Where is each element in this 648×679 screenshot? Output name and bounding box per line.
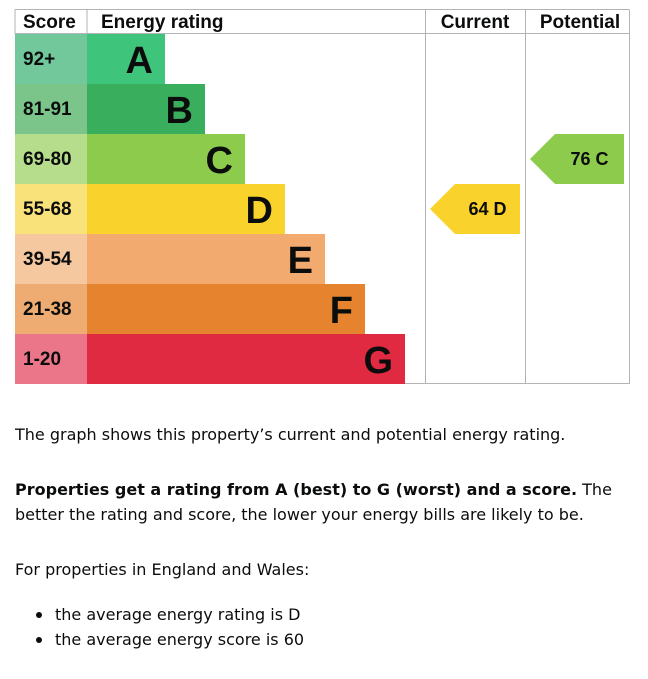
graph-description: The graph shows this property’s current … [15,422,633,447]
chart-grid [14,9,630,384]
graph-description-text: The graph shows this property’s current … [15,425,566,444]
region-intro: For properties in England and Wales: [15,557,633,582]
score-range-label: 55-68 [23,199,72,220]
potential-rating-label: 76 C [570,149,608,169]
rating-explanation-rest: The better the rating and score, the low… [15,480,612,524]
energy-rating-chart: 92+ A81-91 B69-80 C55-68 D39-54 E21-38 F1-20 G … [14,9,630,384]
header-score: Score [23,12,76,33]
bullet-icon [36,637,42,643]
average-score-text: the average energy score is 60 [55,630,305,649]
score-cell-e [15,234,87,284]
rating-bar-c [87,134,245,184]
current-rating-label: 64 D [468,199,506,219]
rating-explanation-text: Properties get a rating from A (best) to… [15,477,633,527]
rating-explanation: Properties get a rating from A (best) to… [15,477,633,527]
list-item: the average energy score is 60 [15,627,304,652]
rating-letter-label: B [166,90,193,132]
score-range-label: 39-54 [23,249,72,270]
header-energy-rating: Energy rating [101,12,223,33]
average-rating-text: the average energy rating is D [55,605,301,624]
rating-bar-f [87,284,365,334]
rating-letter-label: C [206,140,233,182]
rating-bands: 92+ A 81-91 B 69-80 C 55-68 D 39-54 E 21-38 F 1-20 G [15,34,405,384]
rating-bar-a [87,34,165,84]
header-potential: Potential [540,12,620,33]
rating-letter-label: A [126,40,153,82]
potential-rating-arrow [530,134,624,184]
score-range-label: 81-91 [23,99,72,120]
score-cell-g [15,334,87,384]
score-cell-c [15,134,87,184]
score-range-label: 1-20 [23,349,61,370]
score-cell-d [15,184,87,234]
rating-bar-d [87,184,285,234]
header-current: Current [441,12,510,33]
list-item: the average energy rating is D [15,602,304,627]
region-intro-text: For properties in England and Wales: [15,560,310,579]
score-range-label: 21-38 [23,299,72,320]
score-range-label: 69-80 [23,149,72,170]
score-cell-b [15,84,87,134]
rating-arrows: 64 D 76 C [430,134,624,234]
rating-letter-label: G [363,340,393,382]
rating-bar-e [87,234,325,284]
current-rating-arrow [430,184,520,234]
rating-explanation-bold: Properties get a rating from A (best) to… [15,480,578,499]
rating-letter-label: D [246,190,273,232]
rating-bar-g [87,334,405,384]
average-list: the average energy rating is D the avera… [15,602,304,652]
score-range-label: 92+ [23,49,55,70]
score-cell-f [15,284,87,334]
bullet-icon [36,612,42,618]
score-cell-a [15,34,87,84]
rating-letter-label: F [330,290,353,332]
rating-bar-b [87,84,205,134]
rating-letter-label: E [288,240,313,282]
